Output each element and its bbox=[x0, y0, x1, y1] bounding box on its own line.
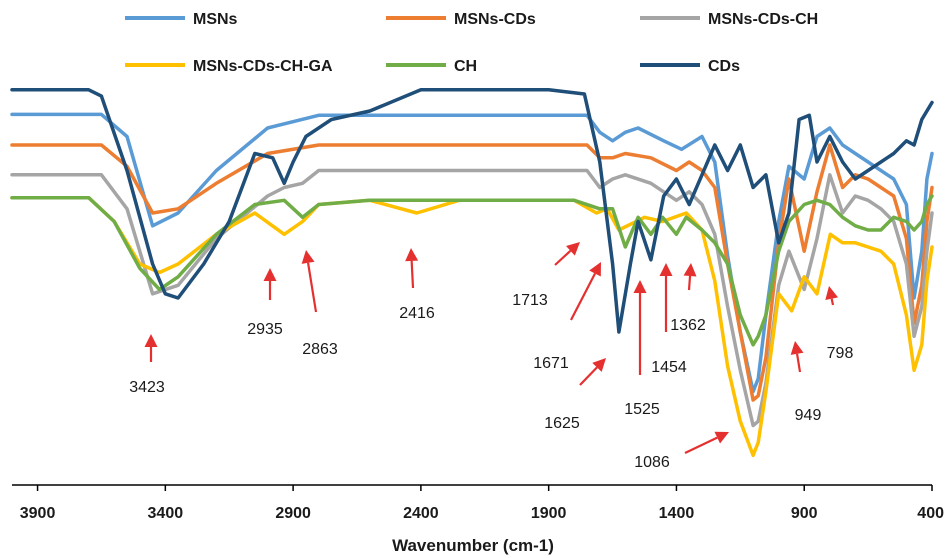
peak-label-1362: 1362 bbox=[670, 317, 706, 334]
peak-label-2935: 2935 bbox=[247, 321, 283, 338]
arrow-head-798 bbox=[825, 286, 839, 301]
arrow-head-2863 bbox=[301, 250, 315, 264]
x-tick-label-900: 900 bbox=[791, 505, 818, 522]
arrow-shaft-798 bbox=[830, 298, 835, 306]
x-tick-label-2900: 2900 bbox=[275, 505, 311, 522]
peak-label-1525: 1525 bbox=[624, 401, 660, 418]
arrow-head-1454 bbox=[659, 263, 673, 276]
x-axis-title: Wavenumber (cm-1) bbox=[392, 536, 554, 555]
legend-label-ch: CH bbox=[454, 58, 477, 75]
x-tick-label-400: 400 bbox=[917, 505, 944, 522]
peak-label-3423: 3423 bbox=[129, 379, 165, 396]
series-line-cds bbox=[10, 88, 934, 334]
arrow-head-2416 bbox=[405, 248, 419, 262]
arrow-head-949 bbox=[790, 341, 804, 355]
arrow-shaft-1713 bbox=[554, 249, 572, 266]
legend-label-cds: CDs bbox=[708, 58, 740, 75]
arrow-shaft-1086 bbox=[684, 436, 718, 454]
arrow-shaft-1362 bbox=[687, 275, 692, 291]
legend-label-msns-cds-ch-ga: MSNs-CDs-CH-GA bbox=[193, 58, 333, 75]
plot-lines bbox=[10, 88, 934, 458]
arrow-head-1625 bbox=[592, 358, 606, 372]
peak-label-798: 798 bbox=[827, 345, 854, 362]
peak-label-2416: 2416 bbox=[399, 305, 435, 322]
peak-label-949: 949 bbox=[795, 407, 822, 424]
x-axis: 3900 3400 2900 2400 1900 1400 900 400 bbox=[12, 484, 944, 522]
legend-label-msns-cds-ch: MSNs-CDs-CH bbox=[708, 11, 818, 28]
peak-label-1625: 1625 bbox=[544, 415, 580, 432]
arrow-shaft-2416 bbox=[410, 260, 415, 289]
arrow-head-1362 bbox=[683, 263, 697, 277]
series-line-msns-cds bbox=[10, 143, 934, 402]
peak-label-1713: 1713 bbox=[512, 292, 548, 309]
legend-label-msns: MSNs bbox=[193, 11, 238, 28]
arrow-head-2935 bbox=[263, 268, 277, 281]
arrow-head-3423 bbox=[144, 334, 158, 347]
legend: MSNs MSNs-CDs MSNs-CDs-CH MSNs-CDs-CH-GA CH C… bbox=[125, 11, 818, 75]
series-line-ch bbox=[10, 194, 934, 347]
arrow-shaft-949 bbox=[795, 353, 802, 373]
arrow-shaft-2863 bbox=[306, 262, 318, 313]
peak-label-1671: 1671 bbox=[533, 355, 569, 372]
arrow-head-1525 bbox=[633, 280, 647, 293]
x-tick-label-3900: 3900 bbox=[20, 505, 56, 522]
series-line-msns-cds-ch bbox=[10, 168, 934, 428]
legend-label-msns-cds: MSNs-CDs bbox=[454, 11, 536, 28]
x-tick-label-1900: 1900 bbox=[531, 505, 567, 522]
x-tick-label-2400: 2400 bbox=[403, 505, 439, 522]
peak-label-1086: 1086 bbox=[634, 454, 670, 471]
arrow-shaft-1671 bbox=[570, 273, 597, 321]
arrow-head-1671 bbox=[589, 262, 601, 277]
arrow-head-1086 bbox=[714, 431, 729, 444]
arrow-shaft-1625 bbox=[579, 366, 598, 386]
x-tick-label-3400: 3400 bbox=[148, 505, 184, 522]
peak-label-1454: 1454 bbox=[651, 359, 687, 376]
x-tick-label-1400: 1400 bbox=[659, 505, 695, 522]
arrow-head-1713 bbox=[566, 242, 580, 256]
peak-label-2863: 2863 bbox=[302, 341, 338, 358]
peak-annotations: 3423 2935 2863 2416 1713 1671 1625 1525 1454 1362… bbox=[129, 242, 853, 471]
